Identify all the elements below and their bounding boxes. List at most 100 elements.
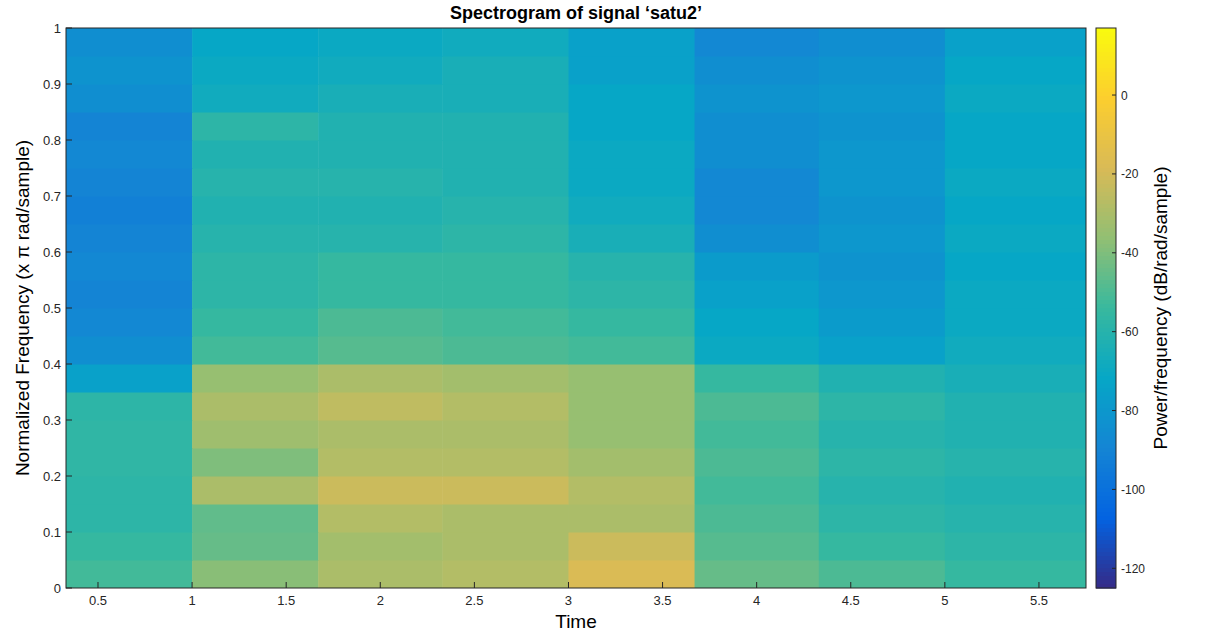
cell (819, 448, 946, 477)
x-tick-label: 5.5 (1030, 593, 1048, 608)
cell (442, 84, 569, 113)
cell (945, 308, 1086, 337)
cell (819, 420, 946, 449)
colorbar-strip (1096, 252, 1116, 257)
cell (568, 252, 695, 281)
cell (695, 168, 820, 197)
cell (442, 336, 569, 365)
cell (568, 280, 695, 309)
colorbar-strip (1096, 288, 1116, 293)
cell (318, 420, 443, 449)
cell (66, 84, 193, 113)
cell (318, 84, 443, 113)
cell (945, 56, 1086, 85)
cell (192, 56, 319, 85)
y-tick-label: 0.6 (43, 245, 61, 260)
cell (819, 560, 946, 588)
colorbar-strip (1096, 216, 1116, 221)
colorbar-strip (1096, 200, 1116, 205)
cell (192, 308, 319, 337)
colorbar-strip (1096, 244, 1116, 249)
colorbar-strip (1096, 420, 1116, 425)
cell (945, 280, 1086, 309)
cell (192, 392, 319, 421)
colorbar-strip (1096, 476, 1116, 481)
colorbar-strip (1096, 132, 1116, 137)
cell (568, 308, 695, 337)
y-tick (66, 84, 72, 85)
colorbar-strip (1096, 224, 1116, 229)
cell (318, 140, 443, 169)
colorbar (1096, 28, 1116, 589)
cell (568, 336, 695, 365)
cell (568, 504, 695, 533)
cell (695, 84, 820, 113)
colorbar-strip (1096, 76, 1116, 81)
y-tick (66, 532, 72, 533)
colorbar-strip (1096, 432, 1116, 437)
x-tick-label: 2.5 (465, 593, 483, 608)
colorbar-strip (1096, 472, 1116, 477)
x-tick (474, 582, 475, 588)
cell (66, 476, 193, 505)
colorbar-strip (1096, 372, 1116, 377)
cell (192, 280, 319, 309)
colorbar-strip (1096, 524, 1116, 529)
cell (568, 224, 695, 253)
colorbar-strip (1096, 488, 1116, 493)
colorbar-strip (1096, 264, 1116, 269)
cell (192, 168, 319, 197)
cell (66, 504, 193, 533)
colorbar-strip (1096, 340, 1116, 345)
cell (66, 336, 193, 365)
colorbar-strip (1096, 36, 1116, 41)
x-axis-title: Time (555, 611, 597, 632)
cell (442, 224, 569, 253)
colorbar-strip (1096, 68, 1116, 73)
cell (318, 448, 443, 477)
colorbar-strip (1096, 240, 1116, 245)
cell (819, 168, 946, 197)
colorbar-tick-label: -40 (1121, 246, 1139, 260)
colorbar-strip (1096, 104, 1116, 109)
cell (945, 364, 1086, 393)
y-tick (66, 196, 72, 197)
colorbar-tick-label: -80 (1121, 404, 1139, 418)
colorbar-strip (1096, 408, 1116, 413)
colorbar-strip (1096, 528, 1116, 533)
cell (945, 84, 1086, 113)
cell (66, 560, 193, 588)
x-tick (286, 582, 287, 588)
colorbar-strip (1096, 516, 1116, 521)
cell (192, 420, 319, 449)
cell (66, 224, 193, 253)
colorbar-strip (1096, 348, 1116, 353)
colorbar-strip (1096, 452, 1116, 457)
cell (568, 476, 695, 505)
colorbar-strip (1096, 564, 1116, 569)
colorbar-strip (1096, 344, 1116, 349)
y-tick-label: 0.9 (43, 77, 61, 92)
colorbar-tick-label: -100 (1121, 483, 1145, 497)
cell (442, 168, 569, 197)
colorbar-tick-label: 0 (1121, 89, 1128, 103)
colorbar-tick-label: -120 (1121, 562, 1145, 576)
cell (695, 140, 820, 169)
colorbar-strip (1096, 388, 1116, 393)
x-tick-label: 5 (941, 593, 948, 608)
cell (568, 28, 695, 57)
colorbar-strip (1096, 492, 1116, 497)
colorbar-strip (1096, 504, 1116, 509)
colorbar-strip (1096, 156, 1116, 161)
colorbar-strip (1096, 416, 1116, 421)
cell (945, 112, 1086, 141)
colorbar-strip (1096, 520, 1116, 525)
cell (192, 504, 319, 533)
colorbar-strip (1096, 376, 1116, 381)
colorbar-strip (1096, 260, 1116, 265)
colorbar-strip (1096, 412, 1116, 417)
colorbar-strip (1096, 92, 1116, 97)
cell (695, 532, 820, 561)
cell (192, 252, 319, 281)
cell (318, 560, 443, 588)
